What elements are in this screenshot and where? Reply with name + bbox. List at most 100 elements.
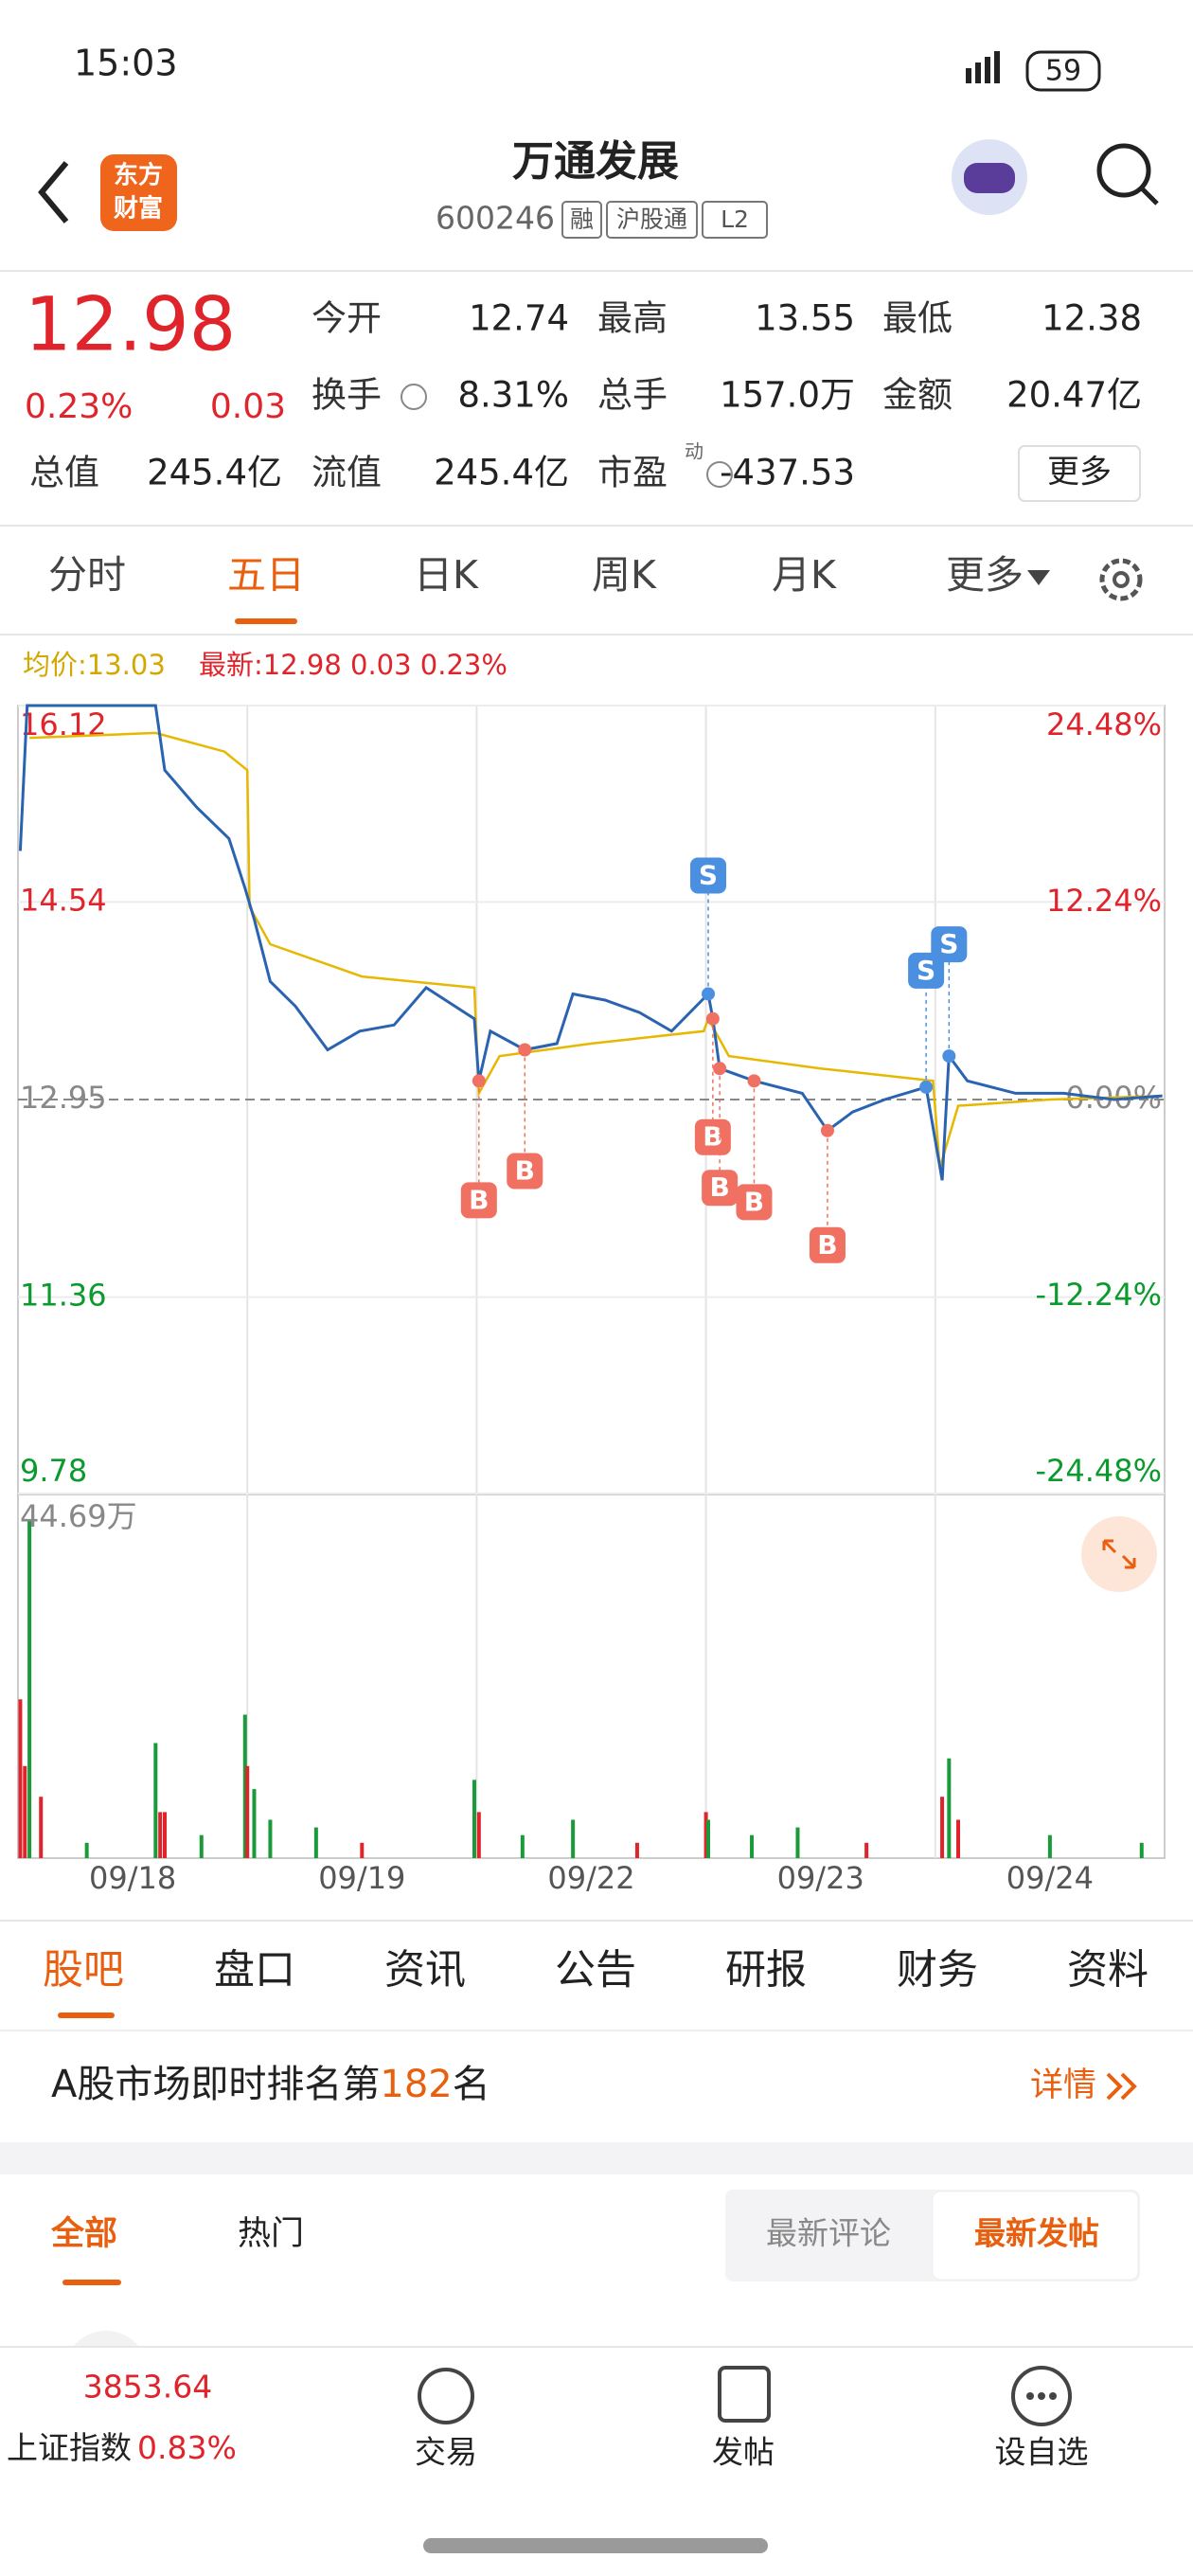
x-tick-label: 09/22 — [547, 1860, 634, 1896]
volume-bar — [153, 1743, 158, 1858]
signal-icons — [966, 51, 1000, 83]
info-icon[interactable] — [401, 384, 427, 410]
badge: 沪股通 — [616, 206, 687, 233]
stock-name: 万通发展 — [512, 137, 679, 186]
back-button[interactable] — [38, 161, 69, 224]
field-label: 最高 — [597, 298, 668, 339]
volume-bar — [199, 1834, 204, 1858]
change: 0.03 — [210, 387, 286, 426]
section-tab[interactable]: 公告 — [555, 1947, 636, 1995]
settings-hub — [1113, 571, 1130, 588]
chart-tab[interactable]: 周K — [592, 552, 657, 598]
field-label: 总手 — [597, 375, 668, 416]
chart-tab[interactable]: 五日 — [227, 552, 305, 598]
volume-bar — [23, 1765, 27, 1858]
y-tick-label: 9.78 — [20, 1453, 87, 1489]
volume-bar — [476, 1812, 481, 1858]
tab-underline — [235, 618, 297, 624]
trade-dot — [747, 1074, 761, 1088]
watch-dots — [1026, 2392, 1057, 2400]
volume-bar — [158, 1812, 163, 1858]
settings-button[interactable] — [1099, 558, 1143, 601]
volume-bar — [706, 1819, 711, 1858]
section-tab[interactable]: 盘口 — [214, 1947, 295, 1995]
nav-item[interactable]: 发帖 — [712, 2434, 775, 2471]
dropdown-arrow — [1027, 570, 1050, 585]
volume-bar — [360, 1842, 365, 1858]
post-icon[interactable] — [718, 2366, 771, 2423]
field-value: 245.4亿 — [147, 453, 282, 493]
field-label: 换手 — [312, 375, 382, 416]
y2-tick-label: 24.48% — [1046, 707, 1162, 742]
field-label: 流值 — [312, 453, 382, 493]
expand-button[interactable] — [1081, 1516, 1157, 1592]
sort-option[interactable]: 最新发帖 — [974, 2215, 1099, 2252]
trade-dot — [705, 1011, 720, 1026]
trade-icon[interactable] — [418, 2368, 474, 2424]
avg-price: 均价:13.03 — [23, 649, 166, 681]
chart-tab[interactable]: 更多 — [946, 552, 1024, 598]
field-value: -437.53 — [720, 453, 855, 493]
section-tab[interactable]: 股吧 — [43, 1947, 124, 1995]
field-label: 最低 — [882, 298, 953, 339]
price: 12.98 — [25, 282, 236, 367]
trade-badge — [694, 1118, 731, 1155]
volume-bar — [1139, 1842, 1144, 1858]
detail-link[interactable]: 详情 — [1030, 2066, 1096, 2104]
chart-tab[interactable]: 分时 — [48, 552, 126, 598]
y-tick-label: 12.95 — [20, 1080, 107, 1116]
trade-dot — [518, 1043, 532, 1057]
badge: 融 — [570, 206, 594, 233]
home-indicator — [423, 2538, 768, 2553]
y-tick-label: 14.54 — [20, 882, 107, 918]
volume-bar — [750, 1834, 755, 1858]
expand-icon — [1102, 1539, 1136, 1569]
info-icon[interactable] — [706, 461, 733, 488]
volume-bar — [242, 1714, 247, 1858]
more-label: 更多 — [1047, 454, 1112, 492]
trade-label: S — [699, 859, 718, 890]
x-tick-label: 09/19 — [318, 1860, 405, 1896]
sort-option[interactable]: 最新评论 — [766, 2215, 891, 2252]
trade-badge — [507, 1153, 543, 1190]
field-value: 12.38 — [1042, 298, 1142, 339]
section-tab[interactable]: 资讯 — [384, 1947, 466, 1995]
search-button[interactable] — [1096, 143, 1151, 198]
trade-label: B — [703, 1121, 722, 1153]
field-label: 金额 — [882, 375, 953, 416]
watch-icon[interactable] — [1011, 2366, 1072, 2426]
trade-label: B — [515, 1155, 535, 1187]
field-value: 12.74 — [469, 298, 569, 339]
trade-label: B — [469, 1184, 489, 1215]
index-change: 0.83% — [137, 2429, 237, 2466]
more-button[interactable] — [1018, 445, 1141, 502]
volume-bar — [268, 1819, 273, 1858]
nav-item[interactable]: 交易 — [415, 2434, 477, 2471]
app-logo — [100, 154, 177, 231]
section-tab[interactable]: 研报 — [725, 1947, 807, 1995]
trade-label: B — [744, 1186, 764, 1217]
y2-tick-label: -12.24% — [1035, 1277, 1162, 1313]
volume-bar — [39, 1797, 44, 1858]
trade-label: B — [817, 1229, 837, 1261]
chart-tabs: 分时 五日 日K 周K 月K 更多 — [48, 552, 1050, 598]
chart-tab[interactable]: 月K — [772, 552, 837, 598]
feed-tab[interactable]: 全部 — [50, 2214, 117, 2253]
volume-bar — [571, 1819, 576, 1858]
badge-box — [702, 201, 768, 239]
badge-box — [561, 201, 602, 239]
section-tab[interactable]: 资料 — [1067, 1947, 1148, 1995]
stock-code: 600246 — [436, 200, 555, 237]
chart-tab[interactable]: 日K — [414, 552, 479, 598]
chart: 9.7811.3612.9514.5416.12-24.48%-12.24%0.… — [17, 704, 1166, 1896]
x-tick-label: 09/23 — [777, 1860, 864, 1896]
field-value: 13.55 — [755, 298, 855, 339]
battery-level: 59 — [1045, 55, 1081, 88]
series-line — [29, 731, 1163, 1169]
nav-item[interactable]: 设自选 — [995, 2434, 1089, 2471]
field-value: 245.4亿 — [434, 453, 569, 493]
feed-tab[interactable]: 热门 — [238, 2215, 304, 2253]
gap-band — [0, 2142, 1193, 2174]
section-tab[interactable]: 财务 — [897, 1947, 978, 1995]
